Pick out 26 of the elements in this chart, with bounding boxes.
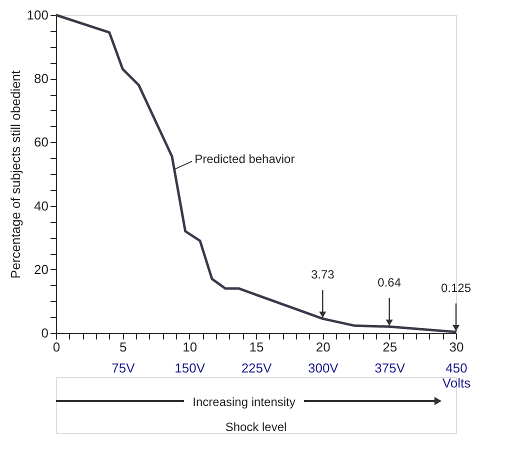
x2-tick-label: 300V xyxy=(308,360,339,376)
y-tick-label: 20 xyxy=(34,262,48,277)
annotation: 3.73 xyxy=(310,268,335,282)
x2-tick-label: 150V xyxy=(174,360,206,376)
x2-tick-label: 375V xyxy=(374,360,406,376)
x-tick-label: 30 xyxy=(449,340,464,354)
y-tick-label: 40 xyxy=(34,198,48,214)
x-tick-label: 20 xyxy=(316,340,330,354)
y-tick-label: 100 xyxy=(26,8,48,22)
y-axis-title: Percentage of subjects still obedient xyxy=(8,70,23,279)
x2-tick-label: 75V xyxy=(112,360,136,376)
annotation: 0.125 xyxy=(440,281,472,296)
x-tick-label: 0 xyxy=(52,340,60,354)
x2-axis-title: Increasing intensity xyxy=(192,395,296,409)
x-tick-label: 15 xyxy=(249,340,264,354)
y-tick-label: 80 xyxy=(34,71,48,86)
x2-tick-label: 450 Volts xyxy=(442,360,472,390)
annotation: Predicted behavior xyxy=(194,152,295,166)
x-tick-label: 25 xyxy=(382,340,398,354)
y-tick-label: 60 xyxy=(34,134,48,150)
x2-tick-label: 225V xyxy=(241,360,272,376)
annotation: 0.64 xyxy=(378,276,402,290)
x-axis-title: Shock level xyxy=(225,420,287,434)
y-tick-label: 0 xyxy=(41,326,48,340)
x-tick-label: 10 xyxy=(182,340,198,354)
x-tick-label: 5 xyxy=(120,340,127,354)
